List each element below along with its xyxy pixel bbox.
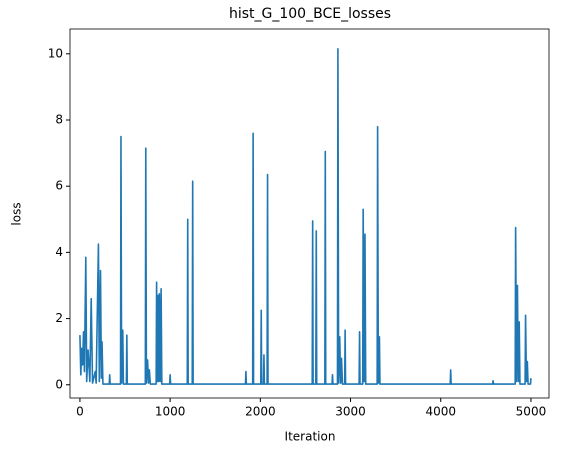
x-tick-label: 4000 bbox=[425, 405, 456, 419]
x-tick-label: 2000 bbox=[245, 405, 276, 419]
x-tick-label: 3000 bbox=[335, 405, 366, 419]
x-tick-label: 5000 bbox=[516, 405, 547, 419]
y-axis-label: loss bbox=[10, 202, 24, 225]
x-tick-label: 1000 bbox=[155, 405, 186, 419]
y-tick-label: 10 bbox=[48, 46, 63, 60]
chart-title: hist_G_100_BCE_losses bbox=[229, 6, 391, 22]
axes-frame bbox=[69, 28, 550, 399]
x-tick-label: 0 bbox=[76, 405, 84, 419]
y-tick-label: 6 bbox=[55, 179, 63, 193]
y-tick-label: 2 bbox=[55, 311, 63, 325]
y-tick-label: 0 bbox=[55, 377, 63, 391]
y-tick-label: 4 bbox=[55, 245, 63, 259]
line-series bbox=[79, 48, 532, 385]
x-axis-label: Iteration bbox=[285, 430, 336, 444]
y-tick-label: 8 bbox=[55, 113, 63, 127]
